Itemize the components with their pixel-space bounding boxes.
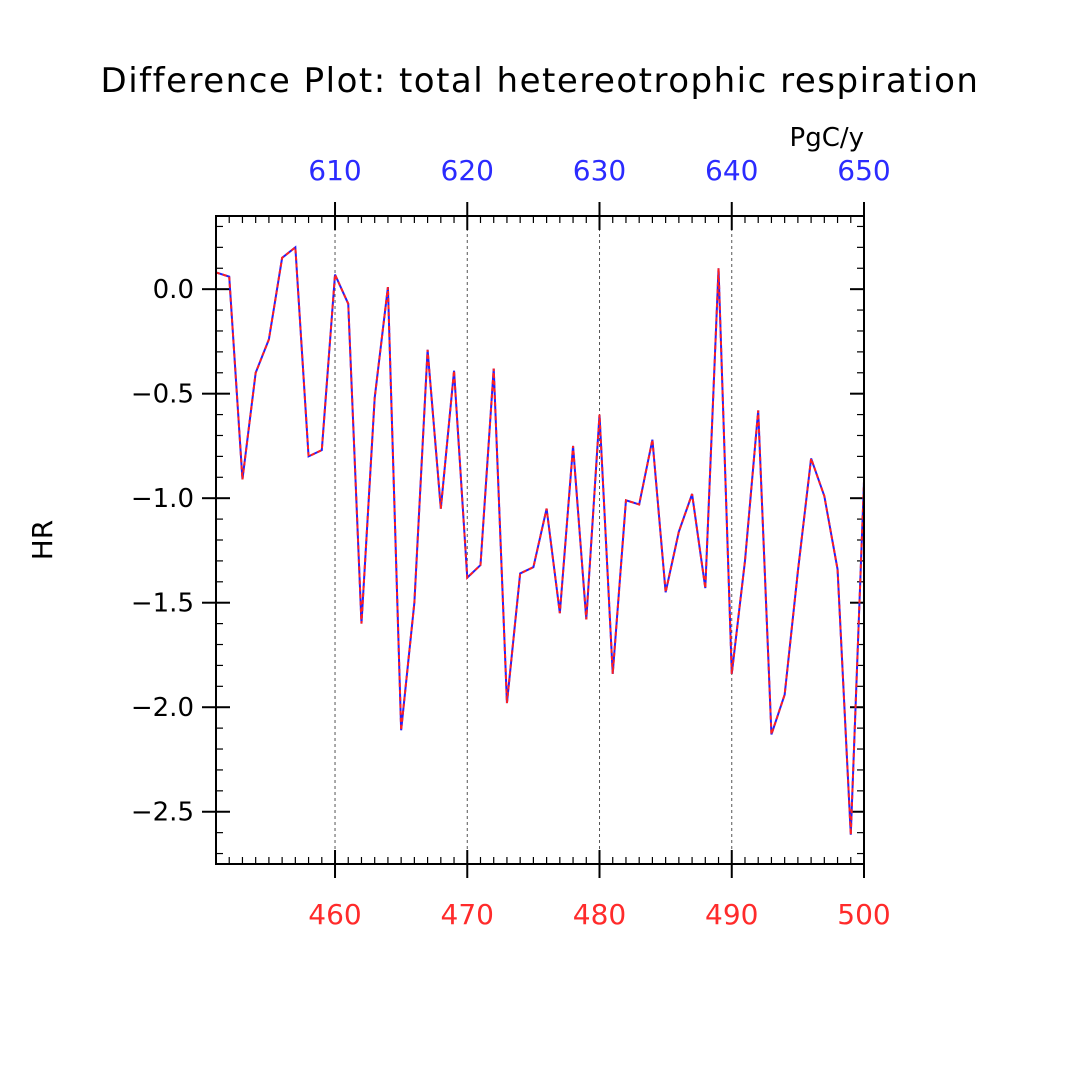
x-tick-label-top: 650 xyxy=(837,154,890,187)
grid-lines xyxy=(334,216,733,864)
y-tick-label: −0.5 xyxy=(131,380,194,410)
axis-ticks xyxy=(202,202,865,878)
chart-title: Difference Plot: total hetereotrophic re… xyxy=(101,61,980,101)
y-tick-label: −1.5 xyxy=(131,589,194,619)
y-tick-label: −2.0 xyxy=(131,693,194,723)
x-tick-label-bottom: 470 xyxy=(441,898,494,931)
y-axis-label: HR xyxy=(26,520,59,561)
y-tick-label: 0.0 xyxy=(153,275,194,305)
x-tick-label-bottom: 500 xyxy=(837,898,890,931)
y-tick-label: −1.0 xyxy=(131,484,194,514)
x-tick-label-top: 630 xyxy=(573,154,626,187)
data-series xyxy=(215,245,865,835)
x-tick-label-top: 610 xyxy=(308,154,361,187)
x-tick-label-bottom: 490 xyxy=(705,898,758,931)
x-tick-label-bottom: 460 xyxy=(308,898,361,931)
series-line-red xyxy=(215,245,865,835)
y-tick-label: −2.5 xyxy=(131,798,194,828)
x-tick-label-top: 640 xyxy=(705,154,758,187)
x-tick-label-top: 620 xyxy=(441,154,494,187)
x-tick-label-bottom: 480 xyxy=(573,898,626,931)
units-label: PgC/y xyxy=(790,123,864,153)
tick-labels: 0.0 −0.5 −1.0 −1.5 −2.0 −2.5 460 470 480 490 500 61… xyxy=(131,154,891,931)
plot-frame xyxy=(215,215,865,865)
